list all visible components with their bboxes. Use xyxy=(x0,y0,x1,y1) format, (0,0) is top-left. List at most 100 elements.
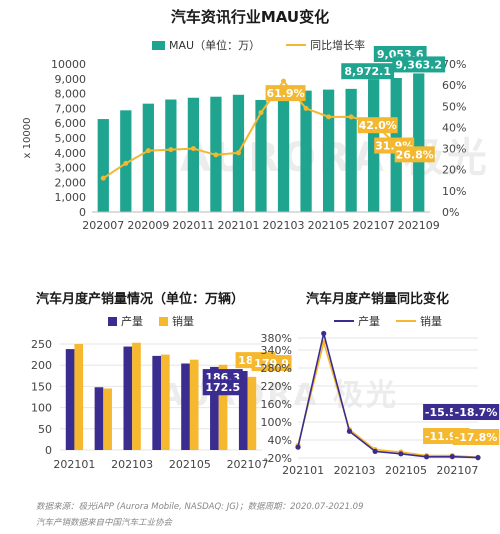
sales-label-second-box xyxy=(251,355,292,372)
yoy-data-label: 61.9% xyxy=(266,87,304,100)
right-tick: 0% xyxy=(442,206,459,219)
mau-bar xyxy=(413,73,425,212)
y-tick: 250 xyxy=(31,338,52,351)
yoy-data-label: 42.0% xyxy=(359,119,397,132)
right-tick: 40% xyxy=(442,121,466,134)
y-tick: 150 xyxy=(31,380,52,393)
legend-sales-swatch xyxy=(159,316,168,326)
mau-bar xyxy=(368,79,380,212)
yoy-point xyxy=(100,175,106,181)
y-tick: 280% xyxy=(261,362,292,375)
legend-mau-swatch xyxy=(152,40,165,50)
mau-bar xyxy=(322,89,335,212)
production-bar xyxy=(152,355,161,450)
yoy-point xyxy=(168,147,174,153)
production-yoy-label: -18.7% xyxy=(455,406,498,419)
yoy-point xyxy=(235,150,241,156)
production-yoy-point xyxy=(449,454,455,460)
chart1-legend: MAU（单位：万） 同比增长率 xyxy=(152,37,365,53)
left-tick: 7,000 xyxy=(55,102,87,115)
left-tick: 2,000 xyxy=(55,176,87,189)
x-tick: 202007 xyxy=(82,219,124,232)
sales-bar xyxy=(189,359,199,450)
yoy-data-label-box xyxy=(265,85,306,102)
y-axis-label: x 10000 xyxy=(22,118,33,159)
legend-yoy-swatch xyxy=(286,44,307,46)
chart2-title: 汽车月度产销量情况（单位：万辆） xyxy=(36,292,245,307)
yoy-point xyxy=(326,114,332,120)
left-tick: 1,000 xyxy=(55,191,87,204)
left-tick: 6,000 xyxy=(55,117,87,130)
source-note: 数据来源：极光iAPP (Aurora Mobile, NASDAQ: JG)；… xyxy=(36,502,364,512)
legend-sales-label: 销量 xyxy=(172,315,194,328)
mau-bar xyxy=(345,88,357,212)
x-tick: 202101 xyxy=(282,464,324,477)
x-tick: 202011 xyxy=(172,219,214,232)
y-tick: 50 xyxy=(38,423,52,436)
right-tick: 20% xyxy=(442,164,466,177)
right-tick: 50% xyxy=(442,100,466,113)
production-bar xyxy=(123,346,133,450)
y-tick: 200 xyxy=(31,359,52,372)
mau-data-label-box xyxy=(392,56,446,73)
production-bar xyxy=(65,349,75,450)
right-tick: 60% xyxy=(442,79,466,92)
chart2-legend: 产量 销量 xyxy=(108,313,194,329)
x-tick: 202103 xyxy=(111,458,153,471)
chart3-legend: 产量 销量 xyxy=(334,313,442,329)
x-tick: 202009 xyxy=(127,219,169,232)
production-yoy-point xyxy=(321,330,327,337)
yoy-point xyxy=(258,110,264,116)
mau-data-label: 8,972.1 xyxy=(344,65,391,78)
source-note-2: 汽车产销数据来自中国汽车工业协会 xyxy=(36,518,173,528)
production-yoy-point xyxy=(372,448,378,454)
yoy-point xyxy=(190,146,196,152)
y-tick: 40% xyxy=(268,434,292,447)
yoy-point xyxy=(123,160,129,166)
sales-yoy-line xyxy=(297,339,479,459)
y-tick: 380% xyxy=(261,332,292,345)
production-yoy-point xyxy=(295,444,301,450)
production-yoy-point xyxy=(346,428,353,434)
x-tick: 202103 xyxy=(334,464,376,477)
sales-label-second: 179.9 xyxy=(254,357,289,370)
legend-sales-line xyxy=(396,320,416,322)
sales-label-bottom-box xyxy=(202,379,243,396)
legend-prod-label: 产量 xyxy=(358,315,380,328)
mau-bar xyxy=(300,90,312,212)
y-tick: -20% xyxy=(264,452,292,465)
left-tick: 5,000 xyxy=(55,132,87,145)
left-tick: 10000 xyxy=(51,58,86,71)
right-tick: 10% xyxy=(442,185,466,198)
y-tick: 100 xyxy=(31,402,52,415)
mau-bar xyxy=(142,103,154,212)
x-tick: 202109 xyxy=(398,219,440,232)
mau-data-label-box xyxy=(341,63,395,80)
y-tick: 220% xyxy=(261,380,292,393)
x-tick: 202105 xyxy=(169,458,211,471)
x-tick: 202105 xyxy=(308,219,350,232)
production-bar xyxy=(210,366,219,450)
legend-mau-label: MAU（单位：万） xyxy=(169,39,261,52)
sales-bar xyxy=(132,342,141,450)
yoy-point xyxy=(281,78,287,84)
x-tick: 202105 xyxy=(385,464,427,477)
yoy-point xyxy=(145,148,151,154)
production-yoy-label-box xyxy=(452,404,500,420)
mau-data-label: 9,363.2 xyxy=(395,58,442,71)
x-tick: 202107 xyxy=(227,458,269,471)
y-tick: 100% xyxy=(261,416,292,429)
x-tick: 202107 xyxy=(436,464,478,477)
left-tick: 4,000 xyxy=(55,147,87,160)
sales-bar xyxy=(103,388,112,450)
production-bar xyxy=(238,371,248,450)
left-tick: 3,000 xyxy=(55,162,87,175)
mau-bar xyxy=(97,119,109,212)
legend-production-swatch xyxy=(108,316,117,326)
yoy-point xyxy=(303,105,309,111)
mau-bar xyxy=(187,97,200,212)
left-tick: 8,000 xyxy=(55,88,87,101)
sales-bar xyxy=(74,344,84,450)
chart1-title: 汽车资讯行业MAU变化 xyxy=(170,8,330,26)
